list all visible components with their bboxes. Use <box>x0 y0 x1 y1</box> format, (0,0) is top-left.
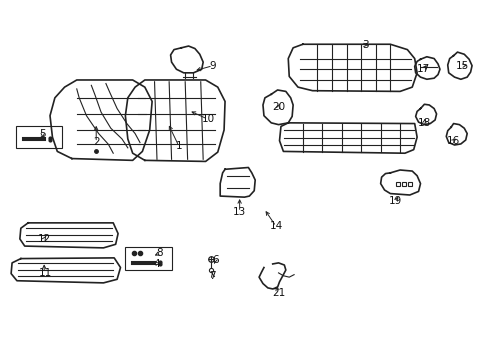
Text: 4: 4 <box>153 259 160 269</box>
Text: 18: 18 <box>417 118 430 128</box>
Text: 2: 2 <box>93 138 100 148</box>
Text: 3: 3 <box>361 40 367 50</box>
Text: 6: 6 <box>212 255 218 265</box>
Text: 14: 14 <box>269 221 282 231</box>
Text: 8: 8 <box>156 248 163 258</box>
Text: 21: 21 <box>271 288 285 297</box>
Text: 20: 20 <box>271 102 285 112</box>
FancyBboxPatch shape <box>16 126 62 148</box>
Text: 7: 7 <box>209 271 216 282</box>
Text: 9: 9 <box>209 61 216 71</box>
Text: 17: 17 <box>416 64 429 74</box>
FancyBboxPatch shape <box>125 247 171 270</box>
Text: 12: 12 <box>38 234 51 244</box>
Text: 5: 5 <box>40 129 46 139</box>
Text: 16: 16 <box>446 136 459 146</box>
Text: 11: 11 <box>39 268 52 278</box>
Text: 13: 13 <box>233 207 246 217</box>
Text: 1: 1 <box>175 141 182 151</box>
Text: 15: 15 <box>455 61 468 71</box>
Text: 10: 10 <box>201 114 214 124</box>
Text: 19: 19 <box>388 197 401 206</box>
